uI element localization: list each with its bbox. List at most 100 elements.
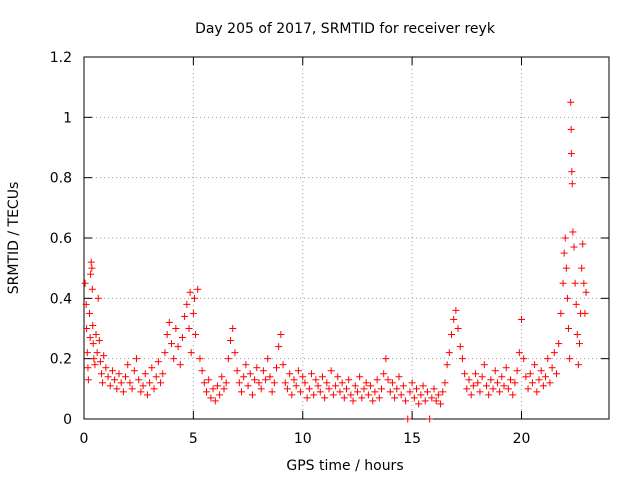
- data-point: [570, 243, 578, 251]
- data-point: [318, 373, 326, 381]
- axis-tick-labels: 0 0.2 0.4 0.6 0.8 1 1.2 0 5 10 15 20: [50, 50, 531, 447]
- data-point: [312, 376, 320, 384]
- data-point: [92, 331, 100, 339]
- data-point: [555, 340, 563, 348]
- data-point: [560, 249, 568, 257]
- data-point: [113, 385, 121, 393]
- data-point: [557, 309, 565, 317]
- data-point: [294, 367, 302, 375]
- data-point: [88, 285, 96, 293]
- data-point: [157, 379, 165, 387]
- x-tick-label: 15: [403, 431, 421, 447]
- data-point: [172, 325, 180, 332]
- data-point: [196, 355, 204, 363]
- data-point: [567, 125, 575, 133]
- data-point: [565, 325, 573, 332]
- data-point: [461, 370, 469, 378]
- y-tick-label: 0.4: [50, 291, 72, 307]
- data-point: [489, 385, 497, 393]
- data-point: [371, 388, 379, 396]
- data-point: [380, 370, 388, 378]
- data-point: [507, 376, 515, 384]
- data-point: [426, 415, 434, 423]
- data-point: [200, 379, 208, 387]
- data-point: [124, 361, 132, 369]
- data-point: [434, 391, 442, 399]
- data-point: [566, 355, 574, 363]
- data-point: [248, 391, 256, 399]
- data-point: [231, 349, 239, 357]
- data-point: [152, 373, 160, 381]
- data-point: [397, 391, 405, 399]
- data-point: [528, 379, 536, 387]
- data-point: [430, 385, 438, 393]
- data-point: [84, 376, 92, 384]
- data-point: [321, 394, 329, 402]
- data-point: [573, 331, 581, 339]
- data-point: [170, 355, 178, 363]
- data-point: [340, 394, 348, 402]
- data-point: [349, 397, 357, 405]
- data-point: [502, 364, 510, 372]
- y-tick-label: 1.2: [50, 50, 72, 66]
- grid-lines: [84, 57, 609, 419]
- data-point: [264, 355, 272, 363]
- data-point: [198, 367, 206, 375]
- data-point: [463, 385, 471, 393]
- data-point: [347, 391, 355, 399]
- data-point: [81, 279, 89, 287]
- data-point: [141, 370, 149, 378]
- data-point: [299, 373, 307, 381]
- data-point: [305, 385, 313, 393]
- y-axis-label: SRMTID / TECUs: [6, 182, 22, 295]
- data-point: [582, 288, 590, 296]
- data-point: [478, 373, 486, 381]
- data-point: [439, 388, 447, 396]
- data-point: [277, 331, 285, 339]
- y-tick-label: 0: [63, 412, 72, 428]
- x-tick-label: 5: [189, 431, 198, 447]
- data-point: [238, 388, 245, 396]
- data-point: [580, 279, 588, 287]
- data-point: [273, 364, 280, 372]
- data-point: [441, 379, 449, 387]
- data-point: [323, 379, 331, 387]
- data-point: [360, 385, 368, 393]
- data-point: [93, 349, 101, 357]
- data-point: [334, 373, 342, 381]
- data-point: [222, 379, 230, 387]
- data-point: [504, 385, 512, 393]
- data-point: [244, 382, 252, 390]
- data-point: [283, 385, 291, 393]
- data-point: [224, 355, 232, 363]
- data-point: [546, 379, 554, 387]
- data-point: [454, 325, 462, 332]
- data-point: [419, 382, 427, 390]
- data-point: [415, 400, 423, 408]
- data-point: [178, 334, 186, 342]
- data-point: [83, 325, 91, 332]
- data-point: [119, 388, 127, 396]
- data-point: [216, 391, 224, 399]
- data-point: [568, 180, 576, 188]
- data-point: [95, 337, 103, 345]
- x-axis-label: GPS time / hours: [286, 458, 403, 474]
- data-point: [443, 361, 451, 369]
- data-point: [561, 234, 569, 242]
- data-point: [99, 379, 107, 387]
- data-point: [367, 382, 375, 390]
- data-point: [91, 361, 99, 369]
- data-point: [146, 379, 154, 387]
- data-point: [135, 376, 143, 384]
- data-point: [96, 358, 104, 366]
- data-point: [373, 376, 381, 384]
- data-point: [174, 343, 182, 351]
- data-point: [262, 376, 270, 384]
- y-tick-label: 0.2: [50, 352, 72, 368]
- data-point: [128, 385, 136, 393]
- data-point: [375, 394, 383, 402]
- data-point: [467, 391, 475, 399]
- data-point: [176, 361, 184, 369]
- data-point: [417, 391, 425, 399]
- data-point: [139, 382, 147, 390]
